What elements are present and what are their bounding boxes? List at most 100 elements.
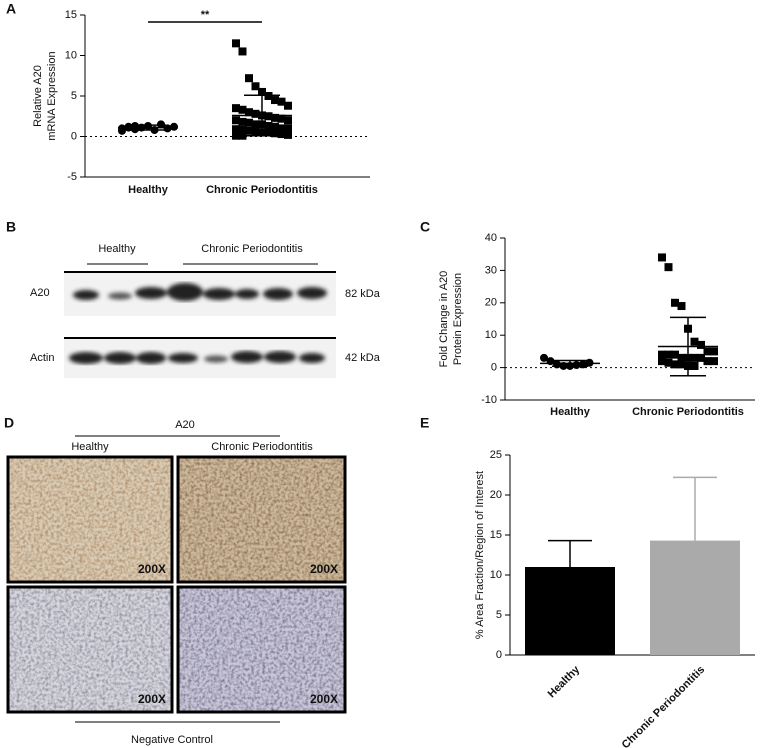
point	[671, 360, 679, 369]
y-tick-label: 0	[71, 130, 77, 142]
point	[232, 104, 240, 113]
point	[697, 353, 705, 362]
y-tick-label: 0	[496, 649, 502, 661]
size-label: 82 kDa	[345, 288, 381, 300]
significance: **	[201, 9, 210, 21]
micrograph-texture	[178, 457, 345, 582]
x-tick-label: Healthy	[550, 406, 591, 418]
bar	[525, 567, 615, 655]
point	[284, 101, 292, 110]
bands	[73, 283, 327, 301]
point	[271, 113, 279, 122]
x-tick-label: Chronic Periodontitis	[632, 406, 744, 418]
size-label: 42 kDa	[345, 352, 381, 364]
point	[277, 114, 286, 123]
point	[258, 87, 266, 96]
y-tick-label: 25	[490, 449, 502, 461]
x-tick-label: Chronic Periodontitis	[206, 184, 318, 196]
point	[677, 302, 686, 311]
y-tick-label: -5	[67, 171, 77, 183]
y-tick-label: 5	[71, 90, 77, 102]
point	[264, 128, 273, 137]
point	[671, 298, 679, 307]
point	[238, 47, 247, 56]
y-axis-label: mRNA Expression	[46, 51, 58, 140]
point	[251, 127, 260, 136]
point	[703, 347, 712, 356]
y-tick-label: 10	[65, 49, 77, 61]
point	[232, 131, 240, 140]
point	[264, 112, 273, 121]
point	[677, 353, 686, 362]
panel-label: E	[420, 415, 429, 431]
y-axis-label: % Area Fraction/Region of Interest	[474, 471, 486, 639]
panel-label: C	[420, 219, 430, 235]
y-tick-label: 10	[490, 569, 502, 581]
point	[690, 353, 699, 362]
magnification: 200X	[310, 692, 338, 706]
y-tick-label: 10	[485, 329, 497, 341]
point	[271, 129, 279, 138]
point	[170, 122, 178, 131]
y-tick-label: 15	[65, 9, 77, 21]
micrographs	[6, 455, 347, 714]
point	[271, 96, 279, 105]
magnification: 200X	[310, 562, 338, 576]
point	[245, 118, 253, 127]
bar	[650, 540, 740, 655]
point	[251, 82, 260, 91]
point	[157, 120, 165, 129]
x-tick-label: Chronic Periodontitis	[620, 664, 708, 748]
point	[251, 120, 260, 129]
point	[284, 130, 292, 139]
point	[664, 358, 673, 367]
micrograph-texture	[8, 457, 172, 582]
point	[277, 97, 286, 106]
group-label: Healthy	[71, 441, 109, 453]
point	[264, 92, 273, 100]
point	[245, 108, 253, 117]
point	[710, 347, 718, 356]
y-tick-label: 20	[485, 297, 497, 309]
point	[238, 126, 247, 135]
point	[232, 39, 240, 48]
point	[264, 121, 273, 130]
point	[271, 122, 279, 131]
point	[118, 126, 126, 135]
point	[671, 350, 679, 359]
y-tick-label: 0	[491, 362, 497, 374]
bands	[69, 351, 325, 364]
point	[658, 253, 666, 262]
control-label: Negative Control	[131, 734, 213, 746]
blot-row-label: A20	[30, 287, 50, 299]
y-tick-label: 30	[485, 264, 497, 276]
point	[277, 130, 286, 139]
y-tick-label: -10	[481, 394, 497, 406]
point	[245, 74, 253, 83]
y-tick-label: 40	[485, 232, 497, 244]
group-label: Healthy	[98, 243, 136, 255]
magnification: 200X	[138, 562, 166, 576]
micrograph-texture	[8, 587, 172, 712]
point	[238, 131, 247, 140]
group-label: Chronic Periodontitis	[201, 243, 303, 255]
point	[284, 124, 292, 133]
y-tick-label: 5	[496, 609, 502, 621]
point	[131, 121, 139, 130]
panel-label: B	[6, 219, 16, 235]
point	[238, 105, 247, 114]
magnification: 200X	[138, 692, 166, 706]
point	[232, 116, 240, 125]
y-tick-label: 15	[490, 529, 502, 541]
point	[251, 109, 260, 118]
point	[277, 124, 286, 133]
point	[690, 337, 699, 346]
y-axis-label: Fold Change in A20	[438, 271, 450, 368]
point	[664, 350, 673, 359]
point	[664, 263, 673, 272]
point	[710, 357, 718, 366]
group-label: Chronic Periodontitis	[211, 441, 313, 453]
point	[677, 360, 686, 369]
micrograph-texture	[178, 587, 345, 712]
